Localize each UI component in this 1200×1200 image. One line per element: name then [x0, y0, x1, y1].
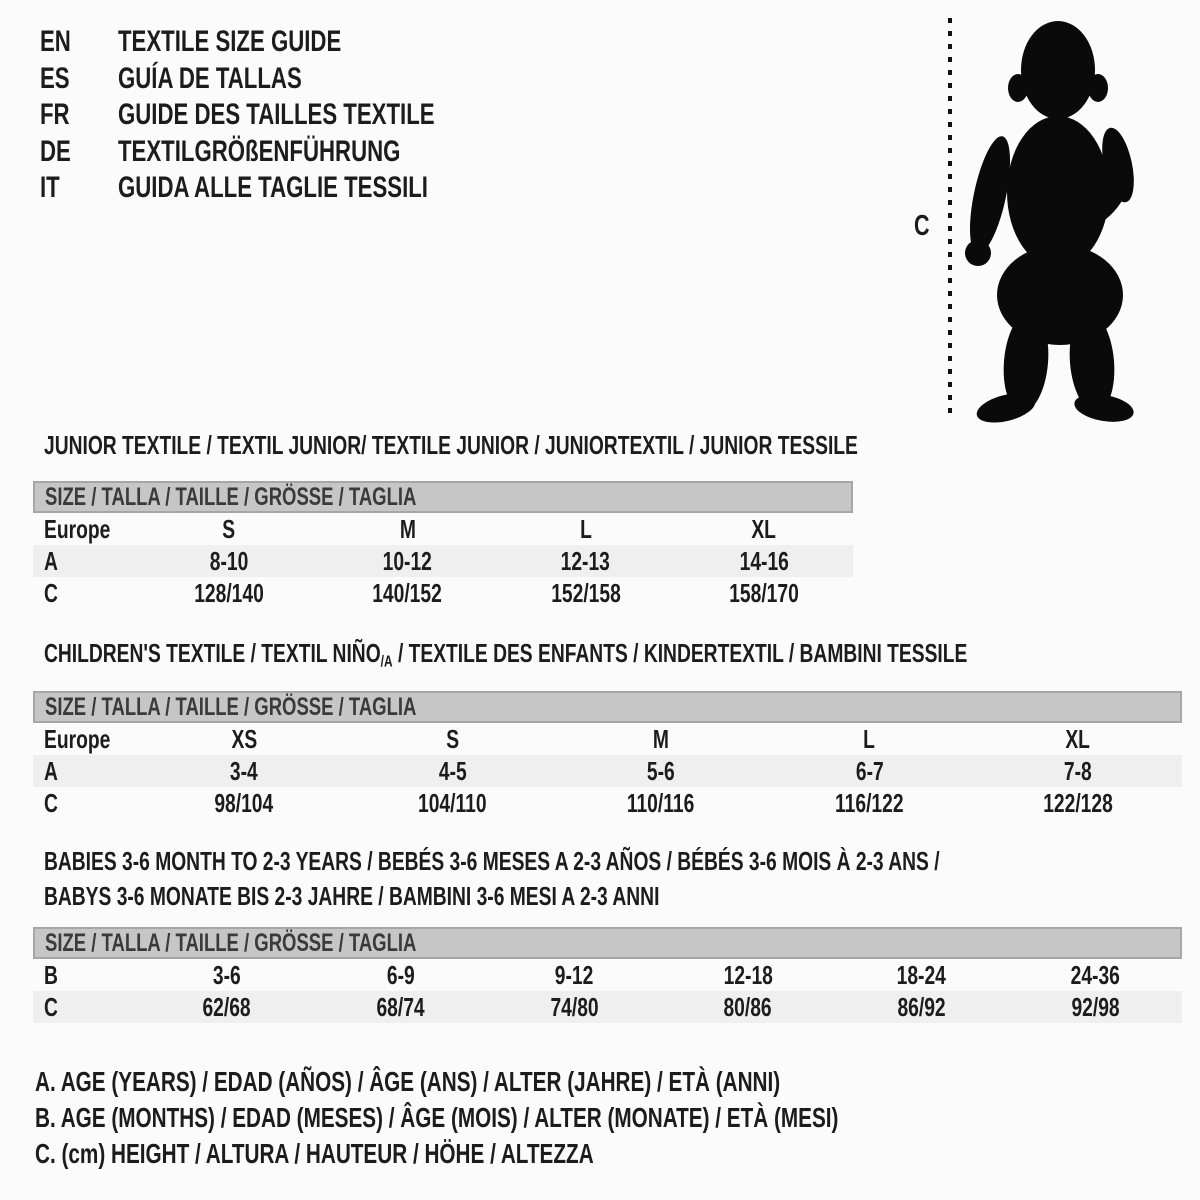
- table-row: C 98/104 104/110 110/116 116/122 122/128: [33, 787, 1182, 819]
- language-row: ES GUÍA DE TALLAS: [40, 61, 546, 98]
- guide-title-fr: GUIDE DES TAILLES TEXTILE: [118, 98, 435, 132]
- table-cell: M: [399, 513, 416, 544]
- height-measure-dashed-line: [948, 18, 952, 418]
- height-measure-label: C: [914, 210, 930, 242]
- guide-title-en: TEXTILE SIZE GUIDE: [118, 25, 342, 59]
- section-title-babies-line2: BABYS 3-6 MONATE BIS 2-3 JAHRE / BAMBINI…: [44, 881, 660, 911]
- table-cell: 6-7: [855, 755, 884, 786]
- table-cell: 122/128: [1043, 787, 1113, 818]
- junior-size-table: SIZE / TALLA / TAILLE / GRÖSSE / TAGLIA E…: [33, 481, 853, 609]
- table-row: Europe XS S M L XL: [33, 723, 1182, 755]
- table-cell: 128/140: [194, 577, 264, 608]
- row-label: Europe: [44, 723, 111, 754]
- guide-title-es: GUÍA DE TALLAS: [118, 61, 302, 95]
- table-cell: 86/92: [897, 991, 946, 1022]
- language-row: DE TEXTILGRÖßENFÜHRUNG: [40, 134, 546, 171]
- table-cell: 80/86: [723, 991, 772, 1022]
- table-cell: 152/158: [550, 577, 621, 608]
- language-code: ES: [40, 61, 70, 95]
- table-cell: 5-6: [647, 755, 675, 786]
- table-cell: 110/116: [627, 787, 695, 818]
- table-cell: 92/98: [1071, 991, 1120, 1022]
- language-row: EN TEXTILE SIZE GUIDE: [40, 24, 546, 61]
- table-cell: 12-18: [723, 959, 773, 990]
- table-cell: 140/152: [372, 577, 443, 608]
- table-cell: L: [863, 723, 876, 754]
- table-row: C 128/140 140/152 152/158 158/170: [33, 577, 853, 609]
- table-cell: XL: [1065, 723, 1091, 754]
- table-cell: L: [579, 513, 592, 544]
- legend-line-c: C. (cm) HEIGHT / ALTURA / HAUTEUR / HÖHE…: [35, 1138, 594, 1169]
- table-cell: 14-16: [739, 545, 789, 576]
- guide-title-it: GUIDA ALLE TAGLIE TESSILI: [118, 171, 428, 205]
- table-header-bar: SIZE / TALLA / TAILLE / GRÖSSE / TAGLIA: [33, 927, 1182, 959]
- table-cell: 4-5: [438, 755, 467, 786]
- table-row: C 62/68 68/74 74/80 80/86 86/92 92/98: [33, 991, 1182, 1023]
- table-cell: 62/68: [202, 991, 251, 1022]
- table-cell: 158/170: [729, 577, 799, 608]
- table-cell: 12-13: [561, 545, 611, 576]
- row-label: A: [44, 545, 58, 576]
- table-cell: 7-8: [1063, 755, 1092, 786]
- table-cell: 18-24: [896, 959, 947, 990]
- language-title-block: EN TEXTILE SIZE GUIDE ES GUÍA DE TALLAS …: [40, 24, 546, 207]
- language-code: FR: [40, 98, 70, 132]
- table-header-bar: SIZE / TALLA / TAILLE / GRÖSSE / TAGLIA: [33, 691, 1182, 723]
- table-cell: XL: [751, 513, 777, 544]
- table-cell: 9-12: [554, 959, 594, 990]
- children-size-table: SIZE / TALLA / TAILLE / GRÖSSE / TAGLIA E…: [33, 691, 1182, 819]
- table-cell: 68/74: [376, 991, 425, 1022]
- nino-a-subscript: /A: [380, 652, 393, 671]
- guide-title-de: TEXTILGRÖßENFÜHRUNG: [118, 134, 401, 168]
- language-code: DE: [40, 134, 71, 168]
- table-row: A 8-10 10-12 12-13 14-16: [33, 545, 853, 577]
- table-cell: 3-6: [212, 959, 241, 990]
- language-code: EN: [40, 25, 71, 59]
- table-header-bar: SIZE / TALLA / TAILLE / GRÖSSE / TAGLIA: [33, 481, 853, 513]
- language-row: FR GUIDE DES TAILLES TEXTILE: [40, 97, 546, 134]
- table-cell: 3-4: [230, 755, 259, 786]
- table-cell: 104/110: [418, 787, 487, 818]
- table-cell: M: [652, 723, 670, 754]
- row-label: C: [44, 787, 58, 818]
- section-title-babies-line1: BABIES 3-6 MONTH TO 2-3 YEARS / BEBÉS 3-…: [44, 846, 940, 876]
- table-row: B 3-6 6-9 9-12 12-18 18-24 24-36: [33, 959, 1182, 991]
- language-row: IT GUIDA ALLE TAGLIE TESSILI: [40, 170, 546, 207]
- row-label: C: [44, 991, 58, 1022]
- table-cell: 8-10: [209, 545, 249, 576]
- table-cell: 24-36: [1070, 959, 1120, 990]
- language-code: IT: [40, 171, 60, 205]
- table-cell: 116/122: [835, 787, 904, 818]
- legend-line-b: B. AGE (MONTHS) / EDAD (MESES) / ÂGE (MO…: [35, 1102, 839, 1133]
- toddler-silhouette-icon: [965, 21, 1134, 423]
- row-label: B: [44, 959, 58, 990]
- legend-line-a: A. AGE (YEARS) / EDAD (AÑOS) / ÂGE (ANS)…: [35, 1066, 781, 1097]
- table-cell: S: [446, 723, 460, 754]
- table-row: A 3-4 4-5 5-6 6-7 7-8: [33, 755, 1182, 787]
- row-label: C: [44, 577, 58, 608]
- babies-size-table: SIZE / TALLA / TAILLE / GRÖSSE / TAGLIA B…: [33, 927, 1182, 1023]
- table-row: Europe S M L XL: [33, 513, 853, 545]
- table-cell: 74/80: [550, 991, 599, 1022]
- table-cell: 10-12: [382, 545, 432, 576]
- section-title-children: CHILDREN'S TEXTILE / TEXTIL NIÑO/A / TEX…: [44, 638, 968, 671]
- row-label: A: [44, 755, 58, 786]
- row-label: Europe: [44, 513, 111, 544]
- table-cell: S: [222, 513, 236, 544]
- legend-block: A. AGE (YEARS) / EDAD (AÑOS) / ÂGE (ANS)…: [35, 1064, 1121, 1172]
- section-title-junior: JUNIOR TEXTILE / TEXTIL JUNIOR/ TEXTILE …: [44, 430, 858, 460]
- table-cell: 98/104: [214, 787, 274, 818]
- table-cell: XS: [231, 723, 258, 754]
- table-cell: 6-9: [386, 959, 415, 990]
